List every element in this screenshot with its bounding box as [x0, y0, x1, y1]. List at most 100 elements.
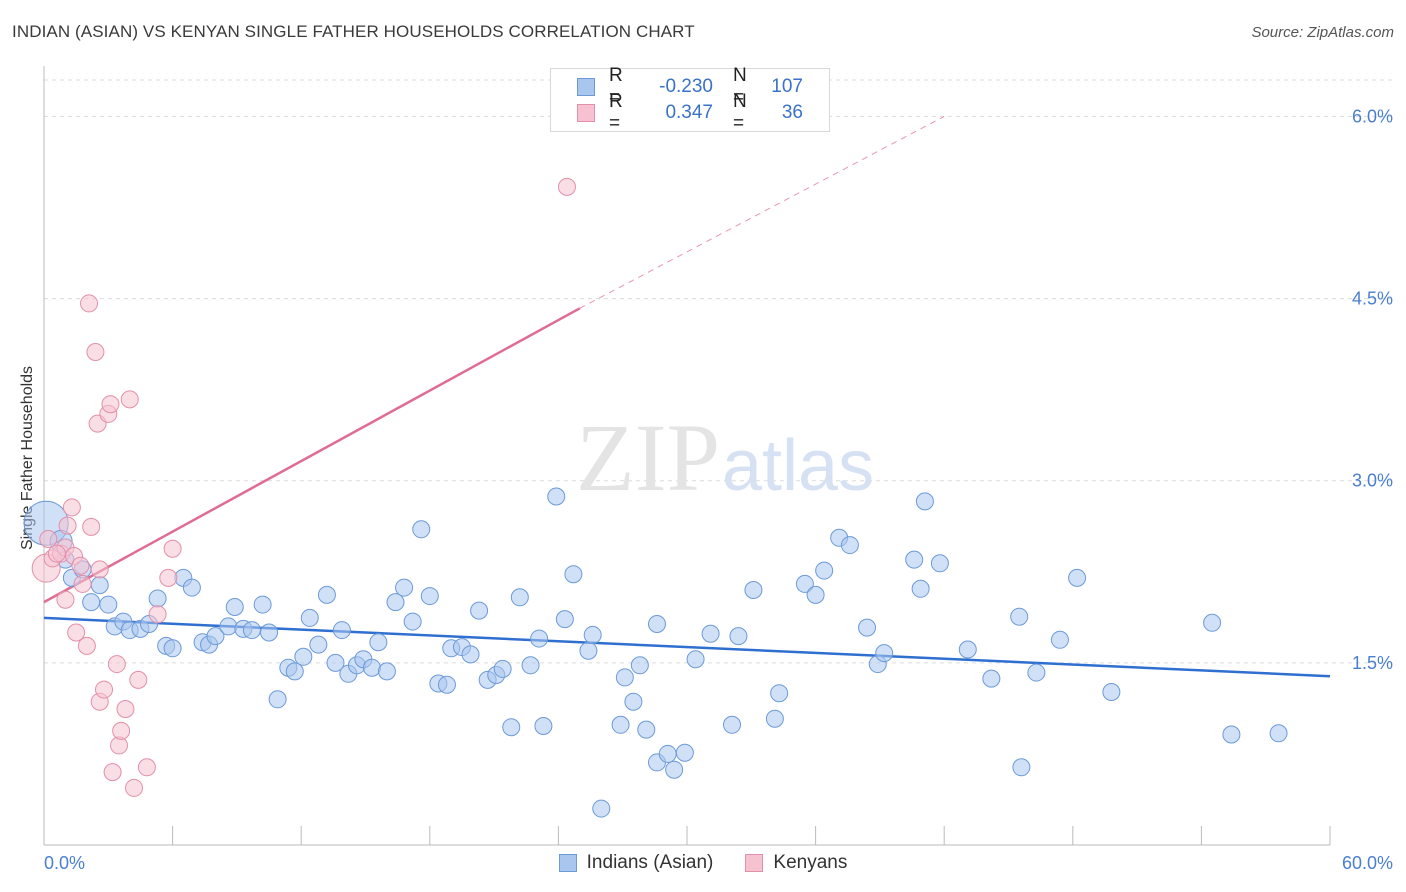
- indian-point: [386, 593, 405, 612]
- kenyan-point: [101, 395, 120, 414]
- indian-point: [309, 635, 328, 654]
- kenyan-point: [159, 568, 178, 587]
- legend-r-value: -0.230: [659, 76, 713, 97]
- kenyan-point: [163, 539, 182, 558]
- indian-point: [930, 554, 949, 573]
- legend-r-label: R =: [609, 91, 623, 134]
- indian-point: [1010, 607, 1029, 626]
- legend-row-kenyans: R = 0.347 N = 36: [577, 91, 803, 134]
- indian-point: [1222, 725, 1241, 744]
- indian-point: [675, 743, 694, 762]
- indian-point: [547, 487, 566, 506]
- indian-point: [377, 662, 396, 681]
- indian-point: [99, 595, 118, 614]
- legend-n-value: 36: [781, 102, 803, 123]
- series-legend-kenyans[interactable]: Kenyans: [745, 852, 847, 874]
- indian-point: [502, 718, 521, 737]
- indian-point: [701, 624, 720, 643]
- series-legend: Indians (Asian) Kenyans: [0, 852, 1406, 874]
- indian-point: [630, 656, 649, 675]
- legend-row-indians: R = -0.230 N = 107: [577, 65, 803, 108]
- kenyan-point: [58, 516, 77, 535]
- indian-point: [905, 550, 924, 569]
- gridlines: [44, 79, 1392, 664]
- indian-point: [858, 618, 877, 637]
- indian-point: [583, 625, 602, 644]
- indian-point: [723, 715, 742, 734]
- indian-point: [369, 633, 388, 652]
- indian-point: [982, 669, 1001, 688]
- x-tick-label: 0.0%: [44, 853, 85, 873]
- kenyan-point: [86, 343, 105, 361]
- kenyan-point: [116, 700, 135, 718]
- indian-point: [260, 623, 279, 642]
- indian-point: [915, 492, 934, 511]
- indian-point: [326, 653, 345, 672]
- indian-point: [493, 659, 512, 678]
- legend-r-value: 0.347: [665, 102, 713, 123]
- kenyan-point: [137, 758, 156, 777]
- kenyan-point: [148, 605, 167, 624]
- indian-point: [461, 645, 480, 664]
- series-label-kenyans: Kenyans: [773, 852, 848, 873]
- data-points: [23, 177, 1288, 818]
- y-tick-label: 3.0%: [1352, 471, 1393, 491]
- indian-point: [420, 587, 439, 606]
- kenyan-point: [39, 530, 58, 548]
- indian-point: [637, 720, 656, 739]
- indian-point: [665, 760, 684, 779]
- kenyan-point: [107, 655, 126, 674]
- chart-title: INDIAN (ASIAN) VS KENYAN SINGLE FATHER H…: [12, 22, 695, 41]
- indian-point: [530, 629, 549, 648]
- kenyan-point: [90, 560, 109, 579]
- indian-point: [729, 627, 748, 646]
- legend-n-value: 107: [771, 76, 803, 97]
- kenyan-point: [73, 574, 92, 593]
- legend-swatch-kenyans: [577, 104, 595, 122]
- indian-point: [332, 621, 351, 640]
- indian-point: [82, 593, 101, 612]
- indian-point: [268, 690, 287, 709]
- indian-point: [163, 639, 182, 658]
- indian-point: [555, 610, 574, 629]
- tick-labels: 1.5% 3.0% 4.5% 6.0% 0.0% 60.0%: [44, 106, 1393, 873]
- watermark-atlas: atlas: [722, 426, 874, 506]
- legend-n-label: N =: [733, 91, 747, 134]
- indian-point: [795, 574, 814, 593]
- indian-point: [615, 668, 634, 687]
- indian-point: [744, 581, 763, 599]
- indian-point: [765, 709, 784, 728]
- kenyan-point: [47, 544, 66, 563]
- kenyan-point: [71, 556, 90, 575]
- kenyan-point: [125, 778, 144, 797]
- indian-point: [206, 627, 225, 646]
- indian-point: [521, 656, 540, 675]
- kenyan-point: [103, 763, 122, 782]
- indian-point: [1012, 758, 1031, 777]
- kenyan-point: [112, 721, 131, 740]
- kenyan-point: [95, 680, 114, 699]
- indian-point: [300, 608, 319, 627]
- indian-point: [242, 621, 261, 640]
- indian-point: [148, 589, 167, 608]
- kenyan-point: [62, 498, 81, 517]
- trend-lines: [43, 115, 1331, 678]
- series-swatch-indians: [558, 854, 577, 872]
- indian-point: [362, 658, 381, 677]
- kenyan-point: [557, 177, 576, 196]
- indian-point: [510, 588, 529, 607]
- kenyan-point: [56, 590, 75, 609]
- legend-r-label: R =: [609, 65, 623, 108]
- indian-point: [437, 675, 456, 694]
- indian-point: [579, 641, 598, 660]
- kenyan-point: [120, 390, 139, 409]
- indian-point: [611, 715, 630, 734]
- series-legend-indians[interactable]: Indians (Asian): [558, 852, 713, 874]
- trend-line-kenyans-extension: [579, 115, 945, 309]
- indian-point: [815, 561, 834, 580]
- axes: [43, 66, 1331, 846]
- y-tick-label: 6.0%: [1352, 106, 1393, 126]
- indian-point: [686, 650, 705, 669]
- legend-n-label: N =: [733, 65, 747, 108]
